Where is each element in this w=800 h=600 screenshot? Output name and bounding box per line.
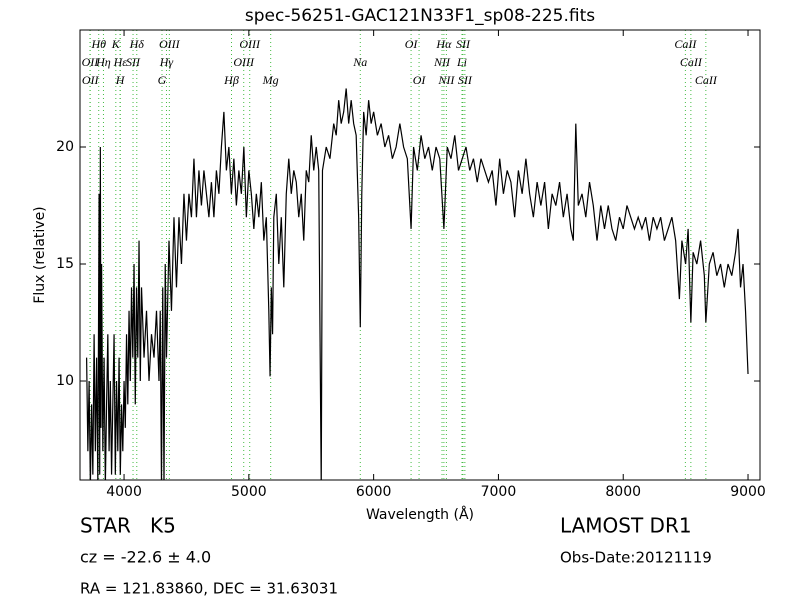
survey: LAMOST DR1 — [560, 514, 692, 538]
x-tick-label: 8000 — [605, 484, 641, 500]
spectral-line-label: NII — [437, 73, 455, 87]
redshift: cz = -22.6 ± 4.0 — [80, 548, 211, 567]
x-tick-label: 9000 — [730, 484, 766, 500]
x-tick-label: 4000 — [106, 484, 142, 500]
spectral-line-label: SII — [456, 37, 471, 51]
spectral-line-label: OII — [82, 55, 100, 69]
spectral-line-label: OIII — [233, 55, 255, 69]
spectral-line-label: CaII — [695, 73, 718, 87]
spectral-line-label: Hθ — [90, 37, 106, 51]
spectral-line-label: CaII — [680, 55, 703, 69]
spectrum — [86, 88, 749, 480]
spectral-line-label: SII — [458, 73, 473, 87]
spectral-line-label: Li — [456, 55, 467, 69]
x-axis-label: Wavelength (Å) — [366, 506, 474, 523]
spectral-line-label: OI — [405, 37, 419, 51]
spectral-line-label: Hη — [95, 55, 111, 69]
plot-area — [86, 30, 749, 480]
spectral-line-label: CaII — [674, 37, 697, 51]
object-class: STAR K5 — [80, 514, 176, 538]
spectral-line-label: Hδ — [129, 37, 145, 51]
spectral-line-label: K — [111, 37, 121, 51]
spectral-line-label: OIII — [159, 37, 181, 51]
spectral-line-label: OIII — [239, 37, 261, 51]
spectral-line-label: Hβ — [223, 73, 239, 87]
chart-title: spec-56251-GAC121N33F1_sp08-225.fits — [245, 6, 595, 26]
coordinates: RA = 121.83860, DEC = 31.63031 — [80, 580, 338, 598]
spectral-line-label: OI — [413, 73, 427, 87]
plot-frame — [79, 29, 761, 481]
y-tick-label: 15 — [56, 256, 74, 272]
y-tick-label: 10 — [56, 373, 74, 389]
spectral-line-label: OII — [82, 73, 100, 87]
spectral-line-label: NII — [433, 55, 451, 69]
y-tick-label: 20 — [56, 139, 74, 155]
x-tick-label: 7000 — [481, 484, 517, 500]
x-tick-label: 6000 — [356, 484, 392, 500]
y-axis-label: Flux (relative) — [32, 206, 48, 303]
spectral-line-label: Mg — [262, 73, 279, 87]
spectral-line-label: G — [158, 73, 167, 87]
spectral-line-label: Hε — [113, 55, 128, 69]
spectral-line-label: Hα — [435, 37, 452, 51]
spectral-line-label: Hγ — [159, 55, 174, 69]
obs-date: Obs-Date:20121119 — [560, 549, 712, 567]
spectral-line-label: H — [115, 73, 126, 87]
spectral-line-label: Na — [352, 55, 367, 69]
spectral-line-label: SII — [126, 55, 141, 69]
x-tick-label: 5000 — [231, 484, 267, 500]
